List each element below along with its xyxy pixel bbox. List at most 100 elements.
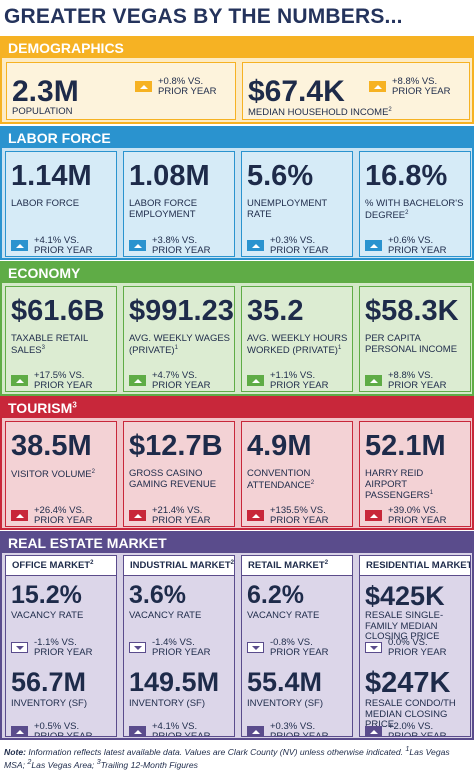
change-indicator: +8.8% VS. PRIOR YEAR [365, 371, 465, 391]
stat-value: 149.5M [129, 667, 220, 697]
change-indicator: +8.8% VS. PRIOR YEAR [369, 77, 469, 97]
stat-label: MEDIAN HOUSEHOLD INCOME2 [248, 107, 466, 119]
stat-label-text: LABOR FORCE EMPLOYMENT [129, 198, 198, 220]
section-title: TOURISM [8, 400, 73, 416]
market-title-sup: 2 [324, 560, 329, 566]
change-text: +0.5% VS. PRIOR YEAR [34, 721, 93, 737]
change-indicator: +3.8% VS. PRIOR YEAR [129, 236, 229, 256]
section-labor: LABOR FORCE 1.14M LABOR FORCE +4.1% VS. PRIO… [0, 126, 474, 260]
stat-card: $12.7B GROSS CASINO GAMING REVENUE +21.4% … [123, 421, 235, 527]
stat-card: 1.08M LABOR FORCE EMPLOYMENT +3.8% VS. PRIO… [123, 151, 235, 257]
change-up-icon [135, 81, 152, 93]
change-indicator: +4.1% VS. PRIOR YEAR [129, 721, 229, 737]
stat-label: POPULATION [12, 106, 232, 118]
change-indicator: -0.8% VS. PRIOR YEAR [247, 638, 347, 658]
stat-label: RESALE SINGLE-FAMILY MEDIAN CLOSING PRIC… [365, 610, 444, 643]
stat-label-sup: 1 [174, 344, 178, 351]
stat-label: % WITH BACHELOR'S DEGREE2 [365, 198, 467, 221]
change-up-icon [365, 240, 382, 252]
change-up-icon [365, 375, 382, 387]
change-up-icon [11, 510, 28, 522]
stat-label-sup: 2 [91, 469, 95, 475]
stat-value: $425K [365, 581, 445, 611]
stat-label: INVENTORY (SF) [11, 698, 88, 709]
market-card: RESIDENTIAL MARKET $425K RESALE SINGLE-FAM… [359, 555, 471, 737]
change-down-icon [129, 642, 146, 654]
section-tourism: TOURISM3 38.5M VISITOR VOLUME2 +26.4% VS. PR… [0, 396, 474, 530]
stat-value: 38.5M [11, 430, 92, 462]
market-card: OFFICE MARKET2 15.2% VACANCY RATE -1.1% VS.… [5, 555, 117, 737]
change-indicator: +4.7% VS. PRIOR YEAR [129, 371, 229, 391]
market-title: RETAIL MARKET2 [242, 556, 352, 577]
note-sup-3: 3 [96, 757, 101, 766]
change-up-icon [365, 510, 382, 522]
change-indicator: -1.4% VS. PRIOR YEAR [129, 638, 229, 658]
stat-label-text: LABOR FORCE [11, 198, 80, 209]
stat-value: $247K [365, 667, 451, 699]
change-text: -0.8% VS. PRIOR YEAR [270, 637, 329, 658]
stat-label: PER CAPITA PERSONAL INCOME [365, 333, 467, 355]
stat-card: 5.6% UNEMPLOYMENT RATE +0.3% VS. PRIOR YEAR [241, 151, 353, 257]
stat-value: 2.3M [12, 75, 79, 108]
stat-label-text: AVG. WEEKLY WAGES (PRIVATE) [129, 333, 231, 356]
section-header: TOURISM3 [2, 398, 472, 418]
stat-label-text: POPULATION [12, 106, 73, 117]
section-header: ECONOMY [2, 263, 472, 283]
change-text: 0.0% VS. PRIOR YEAR [388, 637, 447, 658]
change-text: +0.3% VS. PRIOR YEAR [270, 721, 329, 737]
change-text: +8.8% VS. PRIOR YEAR [388, 370, 447, 391]
stat-card: $67.4K MEDIAN HOUSEHOLD INCOME2 +8.8% VS. P… [242, 62, 470, 120]
change-text: +4.1% VS. PRIOR YEAR [152, 721, 211, 737]
stat-value: 35.2 [247, 295, 304, 327]
stat-value: 5.6% [247, 160, 314, 192]
stat-value: $58.3K [365, 295, 459, 327]
stat-label-text: MEDIAN HOUSEHOLD INCOME [248, 107, 389, 119]
stat-value: 6.2% [247, 581, 304, 609]
stat-value: 4.9M [247, 430, 312, 462]
stat-label-text: TAXABLE RETAIL SALES [11, 333, 88, 356]
stat-label-text: CONVENTION ATTENDANCE [247, 468, 311, 491]
change-up-icon [247, 726, 264, 736]
stat-value: 55.4M [247, 667, 323, 697]
change-down-icon [11, 642, 28, 654]
stat-label: GROSS CASINO GAMING REVENUE [129, 468, 231, 490]
stat-label: AVG. WEEKLY HOURS WORKED (PRIVATE)1 [247, 333, 349, 356]
stat-value: 1.14M [11, 160, 92, 192]
change-indicator: +2.0% VS. PRIOR YEAR [365, 722, 465, 736]
change-up-icon [369, 81, 386, 93]
section-title: ECONOMY [8, 265, 81, 281]
section-header: DEMOGRAPHICS [2, 38, 472, 58]
change-indicator: +39.0% VS. PRIOR YEAR [365, 506, 465, 526]
stat-label: AVG. WEEKLY WAGES (PRIVATE)1 [129, 333, 231, 356]
market-title-sup: 2 [90, 560, 94, 566]
change-indicator: +26.4% VS. PRIOR YEAR [11, 506, 111, 526]
stat-card: $58.3K PER CAPITA PERSONAL INCOME +8.8% VS… [359, 286, 471, 392]
stat-label: INVENTORY (SF) [129, 698, 206, 709]
market-card: INDUSTRIAL MARKET2 3.6% VACANCY RATE -1.4% … [123, 555, 235, 737]
change-up-icon [129, 240, 146, 252]
stat-value: $991.23 [129, 295, 234, 327]
stat-label: UNEMPLOYMENT RATE [247, 198, 349, 220]
change-text: +135.5% VS. PRIOR YEAR [270, 505, 329, 526]
section-title: LABOR FORCE [8, 130, 111, 146]
change-indicator: +1.1% VS. PRIOR YEAR [247, 371, 347, 391]
stat-value: 1.08M [129, 160, 210, 192]
section-title-sup: 3 [72, 400, 77, 410]
section-demographics: DEMOGRAPHICS 2.3M POPULATION +0.8% VS. PRIOR… [0, 36, 474, 124]
stat-card: 16.8% % WITH BACHELOR'S DEGREE2 +0.6% VS. P… [359, 151, 471, 257]
change-text: +17.5% VS. PRIOR YEAR [34, 370, 93, 391]
section-real_estate: REAL ESTATE MARKET OFFICE MARKET2 15.2% VAC… [0, 531, 474, 740]
change-up-icon [247, 510, 264, 522]
change-down-icon [247, 642, 264, 654]
note-sup-1: 1 [405, 745, 410, 753]
change-up-icon [365, 726, 382, 736]
note-ttm: Trailing 12-Month Figures [100, 759, 198, 770]
change-up-icon [129, 375, 146, 387]
stat-value: $67.4K [248, 75, 345, 108]
stat-label-text: GROSS CASINO GAMING REVENUE [129, 468, 217, 490]
change-up-icon [11, 726, 28, 736]
note-sup-2: 2 [27, 757, 32, 766]
market-title-text: RESIDENTIAL MARKET [366, 560, 471, 571]
stat-label: VACANCY RATE [129, 610, 202, 621]
change-indicator: +4.1% VS. PRIOR YEAR [11, 236, 111, 256]
